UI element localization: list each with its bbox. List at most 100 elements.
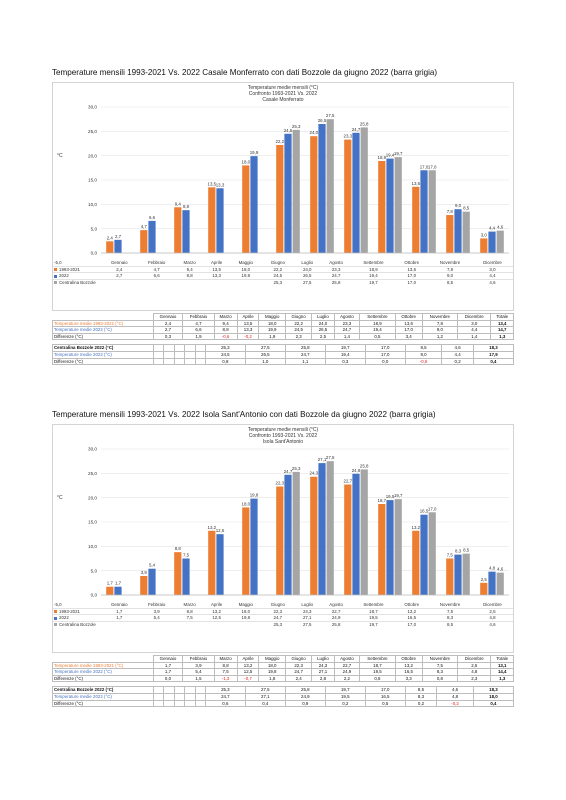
- series-name: Centralina Bozzole: [59, 279, 96, 285]
- table-cell: 2,5: [471, 607, 513, 615]
- stats-cell: 3,3: [394, 674, 423, 683]
- table-cell: 7,8: [428, 265, 472, 273]
- bar-data-label: 13,2: [412, 525, 421, 530]
- bozzole-cell: 18,3: [472, 344, 515, 352]
- table-cell: 26,5: [293, 272, 321, 280]
- month-header: Maggio: [238, 602, 253, 607]
- stats-cell: 13,6: [394, 319, 423, 328]
- bar: [174, 207, 182, 253]
- bozzole-cell: 25,8: [284, 344, 326, 352]
- bar-data-label: 18,9: [378, 155, 387, 160]
- stats-cell: 13,4: [490, 319, 514, 328]
- stats-cell: 2,8: [311, 674, 335, 683]
- stats-cell: 24,5: [285, 326, 313, 334]
- table-cell: 22,2: [261, 265, 294, 273]
- bozzole-cell: [173, 351, 186, 359]
- bar-data-label: 4,4: [489, 226, 496, 231]
- stats-cell: 17,0: [394, 326, 423, 334]
- table-cell: 27,5: [293, 620, 321, 628]
- table-cell: 12,5: [203, 614, 230, 622]
- bozzole-table: Centralina Bozzole 2022 (°C) 25,3 27,5 25,8…: [52, 344, 515, 366]
- bozzole-cell: 4,4: [441, 351, 474, 359]
- bar-data-label: 13,3: [216, 182, 225, 187]
- bar: [106, 586, 114, 595]
- chart-title-line: Isola Sant'Antonio: [262, 439, 304, 445]
- stats-row: Temperature medie 1993-2021 (°C) 1,7 3,9 8,…: [52, 661, 514, 670]
- stats-cell: 0,8: [359, 674, 396, 683]
- stats-header-cell: Novembre: [421, 313, 459, 321]
- table-cell: [203, 278, 230, 286]
- table-cell: 19,9: [229, 272, 262, 280]
- bozzole-cell: 19,7: [324, 686, 366, 694]
- stats-cell: 24,9: [333, 668, 361, 676]
- bar: [182, 210, 190, 253]
- stats-cell: 18,9: [359, 319, 396, 328]
- stats-header-cell: Giugno: [285, 655, 313, 663]
- table-cell: 4,7: [137, 265, 176, 273]
- bozzole-cell: 17,0: [364, 351, 406, 359]
- table-cell: 13,5: [203, 265, 230, 273]
- bar: [360, 127, 368, 253]
- bar: [310, 136, 318, 253]
- stats-cell: 0,3: [152, 332, 184, 341]
- stats-header-row: Gennaio Febbraio Marzo Aprile Maggio Giugno Lu…: [53, 313, 514, 321]
- bar: [386, 500, 394, 595]
- stats-header-cell: Luglio: [311, 313, 335, 321]
- table-cell: 19,4: [351, 272, 396, 280]
- bozzole-cell: [163, 351, 175, 359]
- table-cell: 1,7: [101, 614, 138, 622]
- y-tick-label: 20,0: [88, 495, 97, 500]
- bar-data-label: 4,8: [489, 566, 496, 571]
- bozzole-cell: 1,0: [244, 357, 286, 366]
- bar-data-label: 2,7: [115, 234, 122, 239]
- bar: [420, 170, 428, 253]
- bozzole-cell: 0,2: [324, 699, 366, 708]
- bar-data-label: 25,3: [292, 124, 301, 129]
- series-name: 1993-2021: [59, 266, 80, 272]
- bozzole-table: Centralina Bozzole 2022 (°C) 25,3 27,5 25,8…: [52, 686, 515, 708]
- bozzole-cell: 17,0: [364, 686, 406, 694]
- bar: [114, 239, 122, 253]
- bar: [428, 170, 436, 253]
- series-name: 2022: [59, 615, 69, 621]
- stats-cell: 8,8: [213, 326, 238, 334]
- bozzole-cell: 19,5: [324, 693, 366, 701]
- bar: [284, 133, 292, 253]
- bozzole-cell: 0,4: [244, 699, 286, 708]
- table-cell: [137, 620, 176, 628]
- bozzole-cell: 27,5: [244, 686, 286, 694]
- y-tick-label: 15,0: [88, 178, 97, 183]
- bar-data-label: 1,7: [115, 581, 122, 586]
- stats-header-cell: Agosto: [333, 655, 361, 663]
- table-cell: 17,0: [395, 272, 429, 280]
- bozzole-cell: 25,3: [204, 344, 246, 352]
- bar-data-label: 4,6: [497, 567, 504, 572]
- table-cell: [175, 620, 204, 628]
- stats-cell: 13,3: [236, 326, 260, 334]
- bar-data-label: 7,8: [447, 209, 454, 214]
- stats-cell: 22,3: [285, 661, 313, 670]
- stats-cell: 2,4: [152, 319, 184, 328]
- bar: [250, 156, 258, 253]
- table-cell: 8,3: [428, 614, 472, 622]
- stats-row-label: Temperature medie 2022 (°C): [52, 326, 154, 334]
- stats-header-cell: Ottobre: [394, 313, 423, 321]
- bozzole-cell: 8,5: [404, 686, 438, 694]
- bozzole-cell: [173, 357, 186, 366]
- stats-cell: -0,2: [236, 332, 260, 341]
- stats-cell: 7,8: [421, 319, 459, 328]
- y-min-label: -5,0: [54, 260, 62, 265]
- table-cell: 8,8: [175, 607, 204, 615]
- stats-corner: [53, 656, 154, 663]
- table-cell: 4,8: [471, 614, 513, 622]
- bozzole-cell: [163, 686, 175, 694]
- stats-header-cell: Dicembre: [457, 655, 492, 663]
- bozzole-cell: 0,2: [404, 699, 438, 708]
- table-cell: 18,0: [229, 265, 262, 273]
- table-cell: [229, 620, 262, 628]
- stats-header-cell: Aprile: [236, 313, 260, 321]
- bozzole-cell: [194, 699, 206, 708]
- bozzole-cell: [184, 357, 196, 366]
- month-header: Aprile: [211, 602, 223, 607]
- bar-data-label: 27,5: [326, 113, 335, 118]
